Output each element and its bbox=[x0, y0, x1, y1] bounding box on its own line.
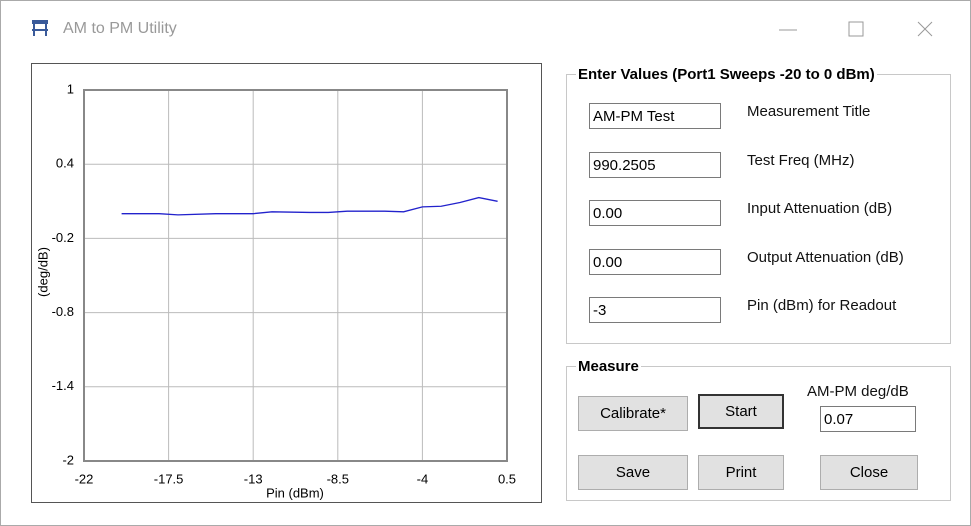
x-tick-label: 0.5 bbox=[498, 471, 516, 486]
input-field[interactable]: -3 bbox=[589, 297, 721, 323]
x-tick-label: -4 bbox=[417, 471, 429, 486]
window-title: AM to PM Utility bbox=[63, 20, 177, 37]
x-tick-label: -17.5 bbox=[154, 471, 184, 486]
start-button[interactable]: Start bbox=[698, 394, 784, 429]
save-button[interactable]: Save bbox=[578, 455, 688, 490]
window-controls bbox=[779, 21, 933, 37]
y-tick-label: 1 bbox=[67, 81, 74, 96]
print-button[interactable]: Print bbox=[698, 455, 784, 490]
field-label: Output Attenuation (dB) bbox=[747, 248, 904, 266]
field-label: Measurement Title bbox=[747, 103, 871, 120]
y-tick-label: -1.4 bbox=[52, 378, 74, 393]
input-field[interactable]: 0.00 bbox=[589, 200, 721, 226]
x-tick-label: -13 bbox=[244, 471, 263, 486]
y-tick-label: -0.2 bbox=[52, 230, 74, 245]
maximize[interactable] bbox=[848, 21, 864, 37]
field-label: Pin (dBm) for Readout bbox=[747, 297, 897, 314]
close-window[interactable] bbox=[917, 21, 933, 37]
y-tick-label: -2 bbox=[62, 452, 74, 467]
result-field[interactable]: 0.07 bbox=[820, 406, 916, 432]
input-field[interactable]: 990.2505 bbox=[589, 151, 721, 178]
x-tick-label: -8.5 bbox=[327, 471, 349, 486]
y-tick-label: -0.8 bbox=[52, 304, 74, 319]
input-field[interactable]: AM-PM Test bbox=[589, 103, 721, 129]
measure-group bbox=[566, 366, 951, 501]
calibrate-button[interactable]: Calibrate* bbox=[578, 396, 688, 431]
close-button[interactable]: Close bbox=[820, 455, 918, 490]
chart: (deg/dB) Pin (dBm) 1 0.4 -0.2 -0.8 -1.4 -2-22… bbox=[31, 63, 542, 503]
x-axis-label: Pin (dBm) bbox=[266, 485, 324, 500]
y-tick-label: 0.4 bbox=[56, 156, 74, 171]
result-label: AM-PM deg/dB bbox=[807, 383, 909, 400]
field-label: Input Attenuation (dB) bbox=[747, 200, 893, 217]
y-axis-label: (deg/dB) bbox=[35, 247, 50, 297]
plot-frame bbox=[83, 89, 508, 462]
input-field[interactable]: 0.00 bbox=[589, 248, 721, 275]
data-line bbox=[121, 196, 498, 216]
x-tick-label: -22 bbox=[75, 471, 94, 486]
group-title: Enter Values (Port1 Sweeps -20 to 0 dBm) bbox=[576, 66, 877, 83]
group-title: Measure bbox=[576, 358, 641, 375]
app-icon bbox=[32, 20, 48, 36]
field-label: Test Freq (MHz) bbox=[747, 151, 855, 169]
